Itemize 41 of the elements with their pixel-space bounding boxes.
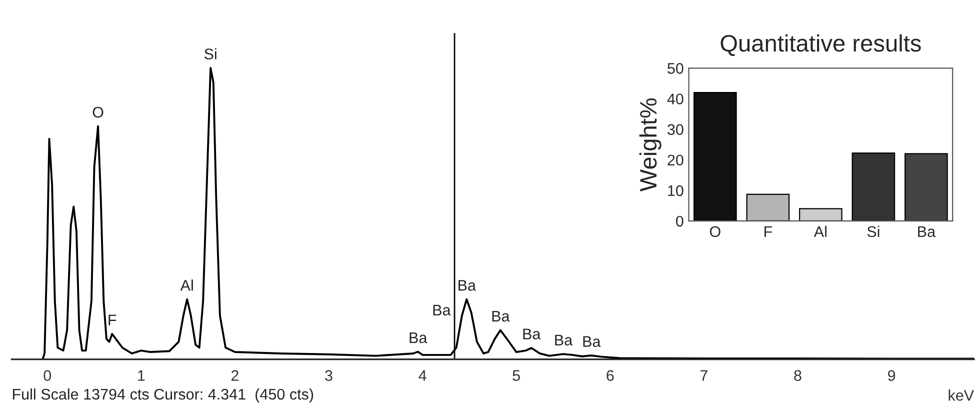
y-tick-label: 10 bbox=[668, 185, 684, 196]
x-tick-label: F bbox=[764, 226, 772, 237]
y-axis-title: Weight% bbox=[639, 98, 662, 192]
y-tick-label: 50 bbox=[668, 63, 684, 74]
x-tick-label: 0 bbox=[44, 370, 52, 381]
x-tick-label: O bbox=[710, 226, 720, 238]
text: Full Scale 13794 cts Cursor: 4.341 (450 cts) bbox=[12, 388, 314, 403]
bar bbox=[694, 92, 737, 221]
annotation: Si bbox=[204, 48, 216, 60]
bar bbox=[904, 153, 948, 221]
x-tick-label: Al bbox=[814, 226, 826, 237]
bar bbox=[852, 152, 896, 221]
annotation: Ba bbox=[523, 328, 541, 340]
x-tick-label: Ba bbox=[918, 226, 936, 238]
annotation: Ba bbox=[583, 336, 601, 347]
annotation: O bbox=[92, 106, 104, 118]
x-tick-label: 5 bbox=[512, 370, 520, 381]
bar bbox=[799, 208, 842, 221]
bar bbox=[746, 194, 790, 221]
annotation: Ba bbox=[458, 280, 476, 291]
chart-title: Quantitative results bbox=[720, 34, 921, 56]
x-tick-label: 4 bbox=[418, 370, 426, 381]
y-tick-label: 20 bbox=[668, 154, 684, 166]
y-tick-label: 0 bbox=[676, 216, 684, 227]
annotation: F bbox=[108, 314, 116, 326]
annotation: Ba bbox=[410, 332, 428, 344]
x-tick-label: 1 bbox=[138, 370, 145, 381]
annotation: Ba bbox=[555, 334, 573, 346]
x-tick-label: 9 bbox=[888, 370, 896, 381]
x-tick-label: 8 bbox=[794, 370, 802, 381]
x-tick-label: 7 bbox=[700, 370, 708, 381]
x-tick-label: 2 bbox=[231, 370, 238, 381]
y-tick-label: 30 bbox=[668, 124, 684, 135]
y-tick-label: 40 bbox=[667, 94, 684, 104]
x-tick-label: Si bbox=[867, 226, 880, 238]
annotation: Al bbox=[180, 280, 193, 291]
x-axis-title: keV bbox=[948, 390, 974, 401]
x-tick-label: 6 bbox=[606, 370, 614, 381]
annotation: Ba bbox=[492, 310, 510, 322]
annotation: Ba bbox=[433, 304, 451, 316]
x-tick-label: 3 bbox=[325, 370, 332, 381]
